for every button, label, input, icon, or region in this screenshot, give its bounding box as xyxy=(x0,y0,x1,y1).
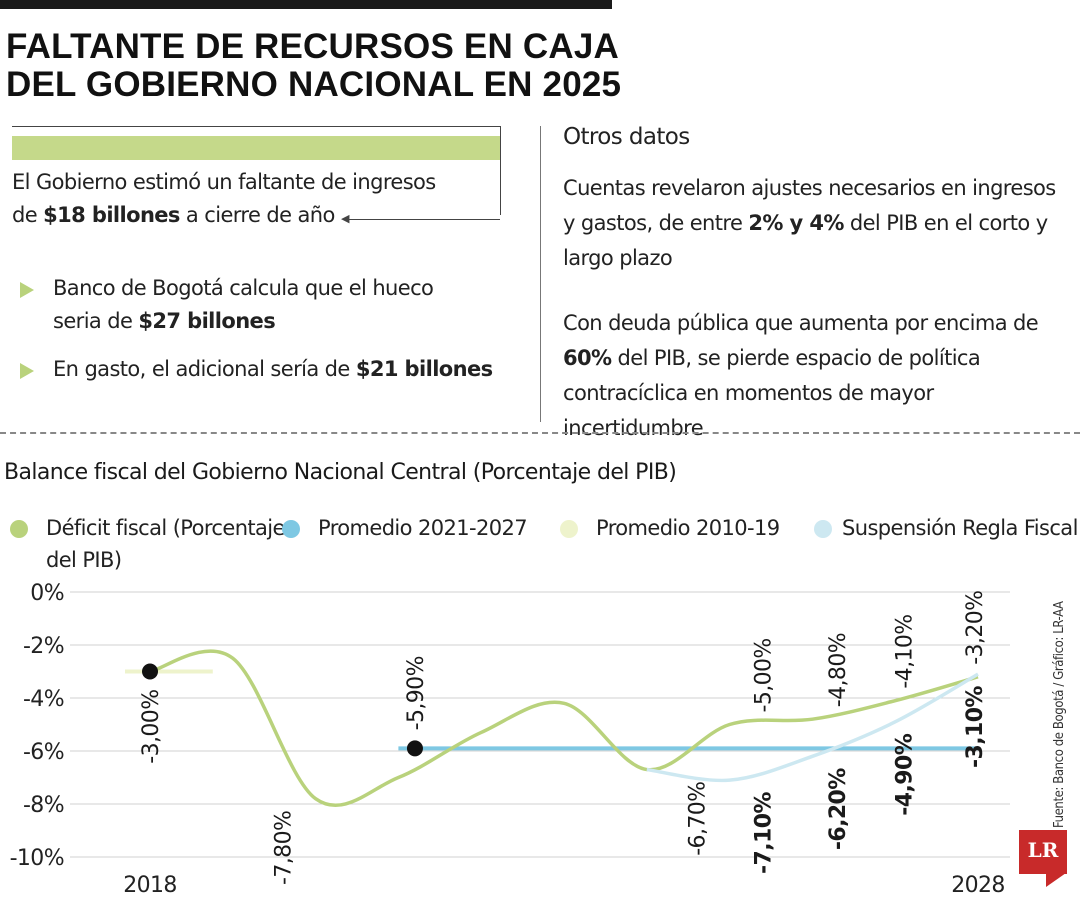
callout-line-1: El Gobierno estimó un faltante de ingres… xyxy=(12,170,436,194)
data-point-marker xyxy=(142,663,158,680)
legend-promedio-2021-2027-label: Promedio 2021-2027 xyxy=(318,516,528,540)
bullet-2-text: En gasto, el adicional sería de $21 bill… xyxy=(53,353,520,386)
bullet-item-2: En gasto, el adicional sería de $21 bill… xyxy=(20,353,520,386)
legend-suspension-swatch xyxy=(814,520,832,538)
legend-promedio-2010-19-swatch xyxy=(560,520,578,538)
data-point-marker xyxy=(406,740,423,757)
bullet-1-text: Banco de Bogotá calcula que el hueco ser… xyxy=(53,272,520,338)
data-label: -4,10% xyxy=(892,614,917,688)
data-label: -6,70% xyxy=(685,782,710,856)
data-label: -3,00% xyxy=(139,690,164,764)
y-tick-label: -6% xyxy=(23,740,64,765)
callout-line-2: de $18 billones a cierre de año xyxy=(12,199,492,232)
x-tick-label: 2028 xyxy=(951,873,1005,898)
side-p1-line-3: largo plazo xyxy=(563,246,673,270)
side-p2-line-2: 60% del PIB, se pierde espacio de políti… xyxy=(563,341,1073,376)
side-paragraph-1: Cuentas revelaron ajustes necesarios en … xyxy=(563,171,1073,276)
bullet-2-pre: En gasto, el adicional sería de xyxy=(53,357,356,381)
legend-deficit-label: Déficit fiscal (Porcentaje del PIB) xyxy=(46,516,285,572)
lr-logo: LR xyxy=(1019,830,1067,874)
headline: FALTANTE DE RECURSOS EN CAJA DEL GOBIERN… xyxy=(6,28,646,104)
legend-suspension: Suspensión Regla Fiscal xyxy=(806,512,1078,544)
callout-accent-bar xyxy=(12,136,500,160)
side-title: Otros datos xyxy=(563,124,690,150)
y-tick-label: -10% xyxy=(10,846,64,871)
y-tick-label: -4% xyxy=(23,687,64,712)
column-divider xyxy=(540,126,541,422)
headline-line-1: FALTANTE DE RECURSOS EN CAJA xyxy=(6,27,619,66)
bullet-1-amount: $27 billones xyxy=(138,309,276,333)
side-p2-post: del PIB, se pierde espacio de política xyxy=(611,346,981,370)
data-label: -3,20% xyxy=(963,591,988,665)
callout-text: El Gobierno estimó un faltante de ingres… xyxy=(12,166,492,232)
balance-chart: 0% -2% -4% -6% -8% -10% 2018 2028 -3,00% -7,80% -5… xyxy=(10,581,1010,898)
side-p2-line-3: contracíclica en momentos de mayor incer… xyxy=(563,381,934,440)
headline-line-2: DEL GOBIERNO NACIONAL EN 2025 xyxy=(6,65,622,104)
legend-suspension-label: Suspensión Regla Fiscal xyxy=(842,516,1078,540)
side-p2-bold: 60% xyxy=(563,346,612,370)
bullet-1-line-2: seria de $27 billones xyxy=(53,305,520,338)
legend-deficit-swatch xyxy=(10,520,28,538)
callout-arrow-line xyxy=(345,219,500,220)
data-label: -7,10% xyxy=(752,792,777,874)
legend-promedio-2010-19: Promedio 2010-19 xyxy=(560,512,780,544)
triangle-bullet-icon xyxy=(20,363,34,379)
legend-promedio-2010-19-label: Promedio 2010-19 xyxy=(596,516,780,540)
legend-promedio-2021-2027-swatch xyxy=(282,520,300,538)
triangle-bullet-icon xyxy=(20,282,34,298)
side-p1-bold: 2% y 4% xyxy=(748,211,844,235)
bullet-2-amount: $21 billones xyxy=(355,357,493,381)
series-deficit-fiscal xyxy=(149,649,979,807)
data-label: -3,10% xyxy=(963,686,988,768)
data-label: -6,20% xyxy=(826,768,851,850)
bullet-1-pre: seria de xyxy=(53,309,139,333)
legend-deficit: Déficit fiscal (Porcentaje del PIB) xyxy=(10,512,286,576)
side-p1-post: del PIB en el corto y xyxy=(843,211,1048,235)
side-paragraph-2: Con deuda pública que aumenta por encima… xyxy=(563,306,1073,446)
dashed-separator xyxy=(0,432,1080,434)
side-p1-line-2: y gastos, de entre 2% y 4% del PIB en el… xyxy=(563,206,1073,241)
bullet-item-1: Banco de Bogotá calcula que el hueco ser… xyxy=(20,272,520,338)
data-label: -5,00% xyxy=(752,638,777,712)
top-rule xyxy=(0,0,612,9)
side-p2-line-1: Con deuda pública que aumenta por encima… xyxy=(563,311,1039,335)
x-tick-label: 2018 xyxy=(123,873,177,898)
source-credit: Fuente: Banco de Bogotá / Gráfico: LR-AA xyxy=(1052,601,1067,828)
lr-logo-tail xyxy=(1046,873,1066,887)
side-p1-line-1: Cuentas revelaron ajustes necesarios en … xyxy=(563,176,1056,200)
callout-amount: $18 billones xyxy=(43,203,180,227)
callout-post: a cierre de año xyxy=(179,203,335,227)
legend-promedio-2021-2027: Promedio 2021-2027 xyxy=(282,512,528,544)
data-label: -5,90% xyxy=(404,656,429,730)
lr-logo-text: LR xyxy=(1027,838,1059,862)
side-p1-pre: y gastos, de entre xyxy=(563,211,749,235)
y-tick-label: -8% xyxy=(23,793,64,818)
y-tick-label: -2% xyxy=(23,634,64,659)
y-tick-label: 0% xyxy=(30,581,64,606)
data-label: -4,90% xyxy=(892,733,917,815)
callout-frame xyxy=(12,126,501,215)
callout-pre: de xyxy=(12,203,44,227)
chart-title: Balance fiscal del Gobierno Nacional Cen… xyxy=(4,460,677,485)
series-suspension-regla-fiscal xyxy=(646,672,979,783)
data-label: -7,80% xyxy=(271,811,296,885)
bullet-1-line-1: Banco de Bogotá calcula que el hueco xyxy=(53,276,434,300)
arrow-left-icon: ◀ xyxy=(341,213,350,225)
data-label: -4,80% xyxy=(826,633,851,707)
